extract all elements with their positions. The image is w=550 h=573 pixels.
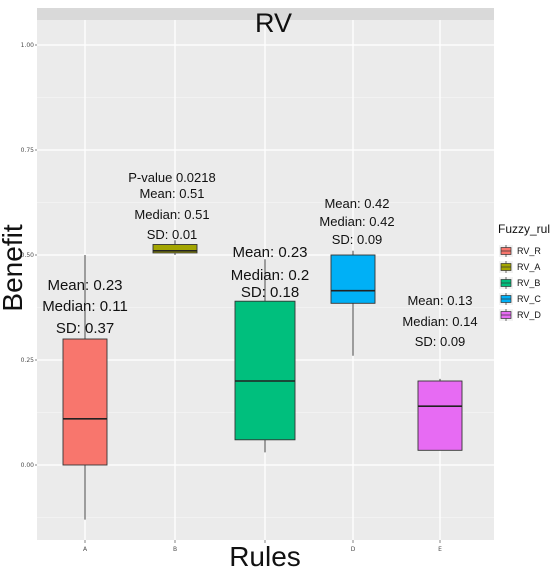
box-E bbox=[417, 378, 463, 451]
stat-annotation: Median: 0.11 bbox=[42, 298, 128, 315]
legend-item: RV_C bbox=[499, 293, 541, 305]
legend-title: Fuzzy_rule bbox=[498, 222, 550, 236]
x-tick-label: E bbox=[438, 546, 442, 553]
x-axis-title: Rules bbox=[229, 541, 301, 572]
stat-annotation: SD: 0.01 bbox=[147, 227, 198, 242]
stat-annotation: SD: 0.18 bbox=[241, 284, 299, 301]
box-iqr bbox=[62, 338, 108, 466]
legend-item: RV_B bbox=[499, 277, 540, 289]
y-tick-label: 0.25 bbox=[21, 357, 35, 364]
stat-annotation: Median: 0.14 bbox=[402, 314, 477, 329]
stat-annotation: Mean: 0.13 bbox=[407, 293, 472, 308]
stat-annotation: SD: 0.37 bbox=[56, 320, 114, 337]
legend-label: RV_C bbox=[517, 294, 541, 304]
y-tick-label: 0.75 bbox=[21, 147, 35, 154]
legend-item: RV_A bbox=[499, 261, 540, 273]
y-tick-label: 0.00 bbox=[21, 462, 35, 469]
box-B bbox=[152, 240, 198, 255]
boxes bbox=[62, 240, 463, 520]
box-iqr bbox=[417, 380, 463, 451]
stat-annotation: Mean: 0.51 bbox=[139, 186, 204, 201]
stat-annotation: Mean: 0.42 bbox=[324, 196, 389, 211]
stat-annotation: Median: 0.2 bbox=[231, 267, 309, 284]
box-C bbox=[234, 259, 296, 453]
x-tick-label: D bbox=[351, 546, 356, 553]
chart-title: RV bbox=[255, 8, 292, 38]
y-axis-ticks: 0.00 0.25 0.50 0.75 1.00 bbox=[21, 42, 37, 469]
stat-annotation: Median: 0.42 bbox=[319, 214, 394, 229]
box-iqr bbox=[152, 244, 198, 254]
stat-annotation: Mean: 0.23 bbox=[47, 277, 122, 294]
annotations: Mean: 0.23 Median: 0.11 SD: 0.37 P-value 0.… bbox=[42, 170, 477, 349]
stat-annotation: P-value 0.0218 bbox=[128, 170, 215, 185]
box-D bbox=[330, 250, 376, 356]
y-tick-label: 0.50 bbox=[21, 252, 35, 259]
box-iqr bbox=[234, 300, 296, 441]
legend-label: RV_D bbox=[517, 310, 541, 320]
legend-item: RV_R bbox=[499, 245, 541, 257]
title-strip bbox=[37, 8, 494, 20]
legend-item: RV_D bbox=[499, 309, 541, 321]
stat-annotation: Median: 0.51 bbox=[134, 207, 209, 222]
x-tick-label: A bbox=[83, 546, 88, 553]
legend-items: RV_R RV_A RV_B RV_C RV_D bbox=[499, 245, 541, 321]
box-A bbox=[62, 255, 108, 520]
box-iqr bbox=[330, 254, 376, 304]
stat-annotation: SD: 0.09 bbox=[332, 232, 383, 247]
legend-label: RV_A bbox=[517, 262, 540, 272]
stat-annotation: SD: 0.09 bbox=[415, 334, 466, 349]
stat-annotation: Mean: 0.23 bbox=[232, 244, 307, 261]
legend-label: RV_R bbox=[517, 246, 541, 256]
x-tick-label: B bbox=[173, 546, 177, 553]
legend-label: RV_B bbox=[517, 278, 540, 288]
y-axis-title: Benefit bbox=[0, 224, 28, 311]
y-tick-label: 1.00 bbox=[21, 42, 35, 49]
legend: Fuzzy_rule RV_R RV_A RV_B RV_C RV_D bbox=[498, 222, 550, 321]
